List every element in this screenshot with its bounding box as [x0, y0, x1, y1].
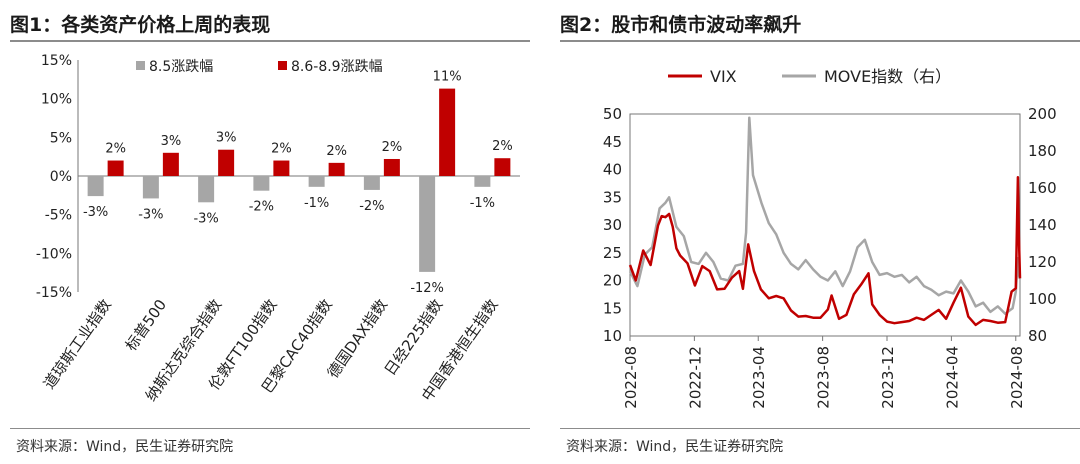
bar-8-6-8-9: [107, 160, 124, 176]
data-label: -3%: [83, 205, 108, 220]
data-label: 2%: [382, 140, 403, 155]
y-left-tick-label: 35: [603, 188, 622, 206]
data-label: -1%: [304, 196, 329, 211]
data-label: 2%: [492, 139, 513, 154]
data-label: -2%: [249, 200, 274, 215]
x-tick-label: 2024-04: [943, 346, 961, 409]
y-right-tick-label: 100: [1028, 290, 1057, 308]
bar-chart-panel: 图1：各类资产价格上周的表现 15% 10% 5% 0% -5% -10% -15% -3% 2…: [10, 0, 530, 464]
x-tick-label: 2023-12: [879, 346, 897, 409]
x-tick-label: 2022-08: [622, 346, 640, 409]
bar-8-5: [198, 176, 215, 203]
bar-8-6-8-9: [273, 160, 290, 176]
title-divider: [560, 40, 1080, 42]
y-left-tick-label: 15: [603, 299, 622, 317]
bar-8-5: [474, 176, 491, 187]
data-label: 2%: [105, 142, 126, 157]
bar-8-6-8-9: [162, 152, 179, 176]
legend-swatch: [136, 61, 145, 70]
bar-8-5: [363, 176, 380, 190]
y-left-tick-label: 45: [603, 133, 622, 151]
data-label: -1%: [470, 196, 495, 211]
y-right-tick-label: 200: [1028, 105, 1057, 123]
y-tick-label: 5%: [50, 130, 72, 146]
bar-8-6-8-9: [494, 158, 511, 176]
source-divider: [10, 428, 530, 429]
data-label: -3%: [138, 207, 163, 222]
chart-title: 图2：股市和债市波动率飙升: [560, 14, 802, 36]
data-label: 2%: [326, 144, 347, 159]
plot-frame: [629, 113, 1021, 337]
legend-label: MOVE指数（右）: [824, 67, 951, 86]
x-tick-label: 道琼斯工业指数: [40, 296, 115, 392]
line-chart: 10 15 20 25 30 35 40 45 50 80 100 120 140 160 180 200 20…: [603, 67, 1057, 409]
y-tick-label: -5%: [45, 208, 72, 224]
bar-8-5: [253, 176, 270, 191]
y-left-tick-label: 25: [603, 244, 622, 262]
data-label: 3%: [216, 131, 237, 146]
x-tick-label: 2023-08: [815, 346, 833, 409]
bar-8-6-8-9: [439, 88, 456, 176]
chart-source: 资料来源：Wind，民生证券研究院: [16, 439, 234, 455]
y-tick-label: 0%: [50, 169, 72, 185]
bar-8-5: [419, 176, 436, 272]
x-tick-label: 2024-08: [1008, 346, 1026, 409]
move-line: [628, 116, 1022, 316]
legend-label: 8.6-8.9涨跌幅: [291, 59, 383, 75]
chart-source: 资料来源：Wind，民生证券研究院: [566, 439, 784, 455]
bar-8-6-8-9: [383, 158, 400, 176]
data-label: 3%: [161, 134, 182, 149]
bar-8-5: [308, 176, 325, 187]
y-tick-label: -10%: [36, 246, 72, 262]
x-tick-label: 标普500: [122, 296, 170, 354]
data-label: 11%: [433, 70, 462, 85]
legend-label: 8.5涨跌幅: [149, 59, 213, 75]
source-divider: [560, 428, 1080, 429]
y-left-tick-label: 10: [603, 327, 622, 345]
x-tick-label: 2023-04: [750, 346, 768, 409]
y-right-tick-label: 140: [1028, 216, 1057, 234]
data-label: 2%: [271, 142, 292, 157]
y-right-tick-label: 180: [1028, 142, 1057, 160]
data-label: -2%: [359, 199, 384, 214]
legend-label: VIX: [710, 67, 737, 86]
y-right-tick-label: 160: [1028, 179, 1057, 197]
y-left-tick-label: 30: [603, 216, 622, 234]
y-right-tick-label: 120: [1028, 253, 1057, 271]
legend-swatch: [278, 61, 287, 70]
bar-8-6-8-9: [328, 162, 345, 176]
bar-8-6-8-9: [218, 149, 235, 176]
y-left-tick-label: 40: [603, 161, 622, 179]
x-tick-label: 2022-12: [686, 346, 704, 409]
line-chart-panel: 图2：股市和债市波动率飙升 10 15 20 25 30 35 40 45 50 80 100 120…: [560, 0, 1080, 464]
y-tick-label: -15%: [36, 285, 72, 301]
data-label: -12%: [410, 281, 444, 296]
vix-line: [628, 176, 1022, 327]
bar-8-5: [142, 176, 159, 199]
y-tick-label: 15%: [41, 53, 72, 69]
y-tick-label: 10%: [41, 92, 72, 108]
bar-8-5: [87, 176, 104, 197]
y-left-tick-label: 50: [603, 105, 622, 123]
title-divider: [10, 40, 530, 42]
data-label: -3%: [193, 211, 218, 226]
chart-title: 图1：各类资产价格上周的表现: [10, 14, 271, 36]
y-left-tick-label: 20: [603, 272, 622, 290]
y-right-tick-label: 80: [1028, 327, 1047, 345]
bar-chart: 15% 10% 5% 0% -5% -10% -15% -3% 2% 道琼斯工业指数 -3% 3% 标普…: [36, 53, 520, 405]
